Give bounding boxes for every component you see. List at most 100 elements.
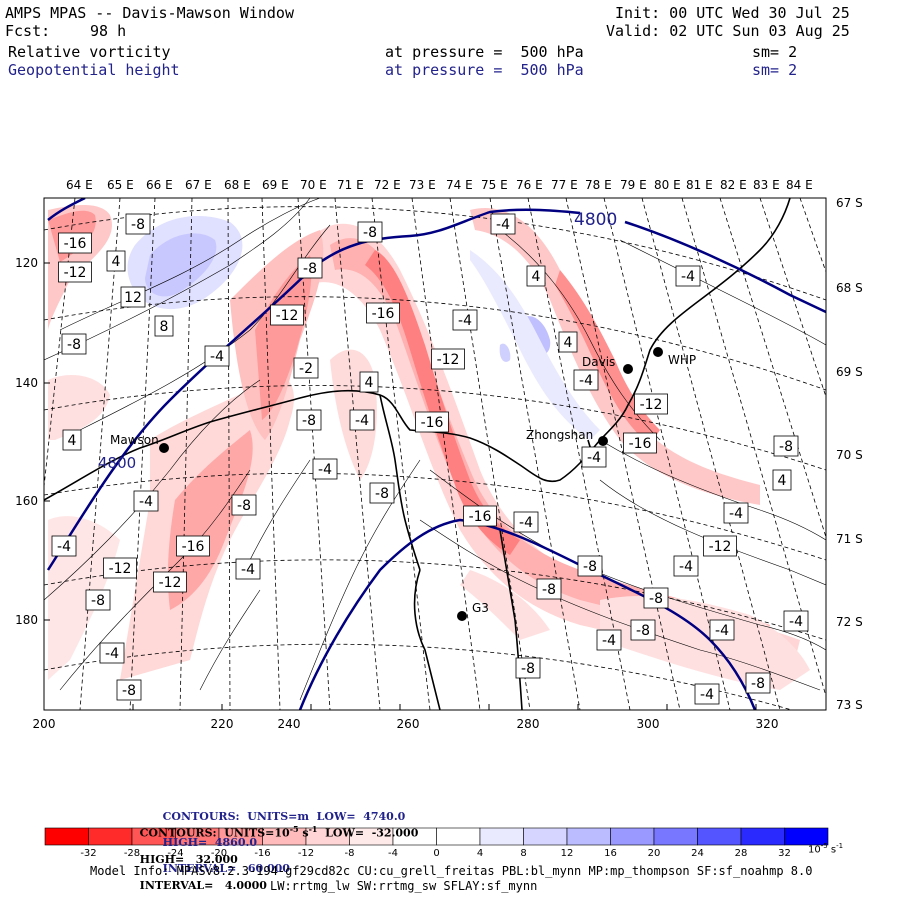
vorticity-label-box [709, 619, 735, 641]
station-marker [623, 364, 633, 374]
vorticity-label-box [270, 304, 304, 326]
vorticity-label: -8 [237, 498, 251, 514]
y-tick-label: 180 [15, 613, 38, 627]
y-tick-label: 160 [15, 494, 38, 508]
vorticity-label: 4 [112, 254, 121, 270]
vorticity-label-box [573, 369, 599, 391]
lon-label: 77 E [551, 178, 578, 192]
vorticity-label: -4 [355, 413, 369, 429]
vorticity-label: 4 [778, 473, 787, 489]
lon-label: 72 E [374, 178, 401, 192]
colorbar-tick-label: 8 [520, 848, 527, 859]
lat-label: 71 S [836, 532, 863, 546]
vorticity-label: -4 [681, 269, 695, 285]
lon-label: 80 E [654, 178, 681, 192]
height-contour-info: CONTOURS: UNITS=m LOW= 4740.0 HIGH= 4860… [155, 797, 406, 875]
vorticity-label: -8 [542, 582, 556, 598]
vorticity-label: -8 [521, 661, 535, 677]
vorticity-label: -12 [709, 539, 732, 555]
vorticity-label: 4 [365, 375, 374, 391]
x-tick-label: 280 [517, 717, 540, 731]
vorticity-label: -8 [122, 683, 136, 699]
vorticity-label-box [703, 535, 737, 557]
vorticity-label-box [349, 409, 375, 431]
vorticity-label-box [103, 557, 137, 579]
colorbar-swatch [479, 827, 524, 846]
lon-label: 76 E [516, 178, 543, 192]
lon-label: 75 E [481, 178, 508, 192]
vorticity-label: -12 [276, 308, 299, 324]
vorticity-label: -12 [437, 352, 460, 368]
vorticity-label: -8 [131, 217, 145, 233]
vorticity-label-box [106, 250, 126, 272]
colorbar-swatch [697, 827, 742, 846]
coastline [44, 198, 791, 710]
lat-label: 73 S [836, 698, 863, 712]
vorticity-label: 8 [160, 319, 169, 335]
field2-smoothing: sm= 2 [752, 61, 798, 79]
lat-label: 67 S [836, 196, 863, 210]
station-marker [653, 347, 663, 357]
vorticity-contour-interval: INTERVAL= 4.0000 [139, 878, 267, 892]
map-frame [43, 197, 827, 711]
colorbar-swatch [436, 827, 481, 846]
vorticity-label-box [745, 672, 771, 694]
vorticity-label-box [772, 469, 792, 491]
vorticity-label-box [783, 610, 809, 632]
y-tick-labels: 120 140 160 180 [15, 256, 38, 627]
colorbar-units: 10-5 s-1 [808, 842, 843, 855]
vorticity-label-box [125, 213, 151, 235]
colorbar-tick-label: -24 [167, 848, 184, 859]
colorbar-swatch [740, 827, 785, 846]
vorticity-label-box [58, 232, 92, 254]
station-marker [598, 436, 608, 446]
vorticity-label-box [623, 432, 657, 454]
height-contour-interval: INTERVAL= 60.000 [162, 862, 290, 875]
colorbar-tick-label: -8 [344, 848, 355, 859]
vorticity-label-box [558, 331, 578, 353]
colorbar-units-base: 10 [808, 844, 821, 856]
x-tick-label: 200 [33, 717, 56, 731]
vorticity-label-box [133, 490, 159, 512]
vorticity-label-box [463, 505, 497, 527]
vorticity-label-box [431, 348, 465, 370]
x-tick-label: 320 [756, 717, 779, 731]
lon-label: 74 E [446, 178, 473, 192]
lon-label: 78 E [585, 178, 612, 192]
vorticity-label: -8 [583, 559, 597, 575]
vorticity-label-box [58, 261, 92, 283]
vorticity-label-box [176, 535, 210, 557]
vorticity-labels: -8-16-124128-8-44-8-12-16-12-8-2-8-164-4… [51, 213, 809, 705]
valid-time: Valid: 02 UTC Sun 03 Aug 25 [606, 22, 850, 40]
vorticity-label: -4 [679, 559, 693, 575]
height-label: 4800 [98, 454, 136, 472]
vorticity-label-box [536, 578, 562, 600]
vorticity-label-box [415, 411, 449, 433]
stations: Mawson Davis WHP Zhongshan G3 [110, 347, 696, 621]
vorticity-label: -4 [105, 646, 119, 662]
vorticity-label: -4 [602, 633, 616, 649]
lon-label: 79 E [620, 178, 647, 192]
colorbar-swatch [784, 827, 829, 846]
vorticity-label-box [723, 502, 749, 524]
vorticity-label-box [296, 409, 322, 431]
vorticity-shading [44, 198, 826, 710]
vorticity-label-box [293, 357, 319, 379]
colorbar-tick-label: 32 [778, 848, 791, 859]
vorticity-label-box [116, 679, 142, 701]
field1-name: Relative vorticity [8, 43, 171, 61]
right-lat-labels: 67 S 68 S 69 S 70 S 71 S 72 S 73 S [836, 196, 863, 712]
vorticity-label: -4 [729, 506, 743, 522]
colorbar-tick-label: -4 [388, 848, 398, 859]
x-tick-labels: 200 220 240 260 280 300 320 [33, 717, 779, 731]
lat-label: 68 S [836, 281, 863, 295]
x-tick-label: 240 [278, 717, 301, 731]
y-tick-label: 120 [15, 256, 38, 270]
plot-title: AMPS MPAS -- Davis-Mawson Window [5, 4, 294, 22]
colorbar-units-exp: -5 [820, 842, 828, 850]
colorbar-tick-label: -12 [297, 848, 315, 859]
colorbar-tick-label: -20 [210, 848, 228, 859]
x-tick-label: 260 [397, 717, 420, 731]
vorticity-label: -8 [375, 486, 389, 502]
vorticity-label-box [673, 555, 699, 577]
